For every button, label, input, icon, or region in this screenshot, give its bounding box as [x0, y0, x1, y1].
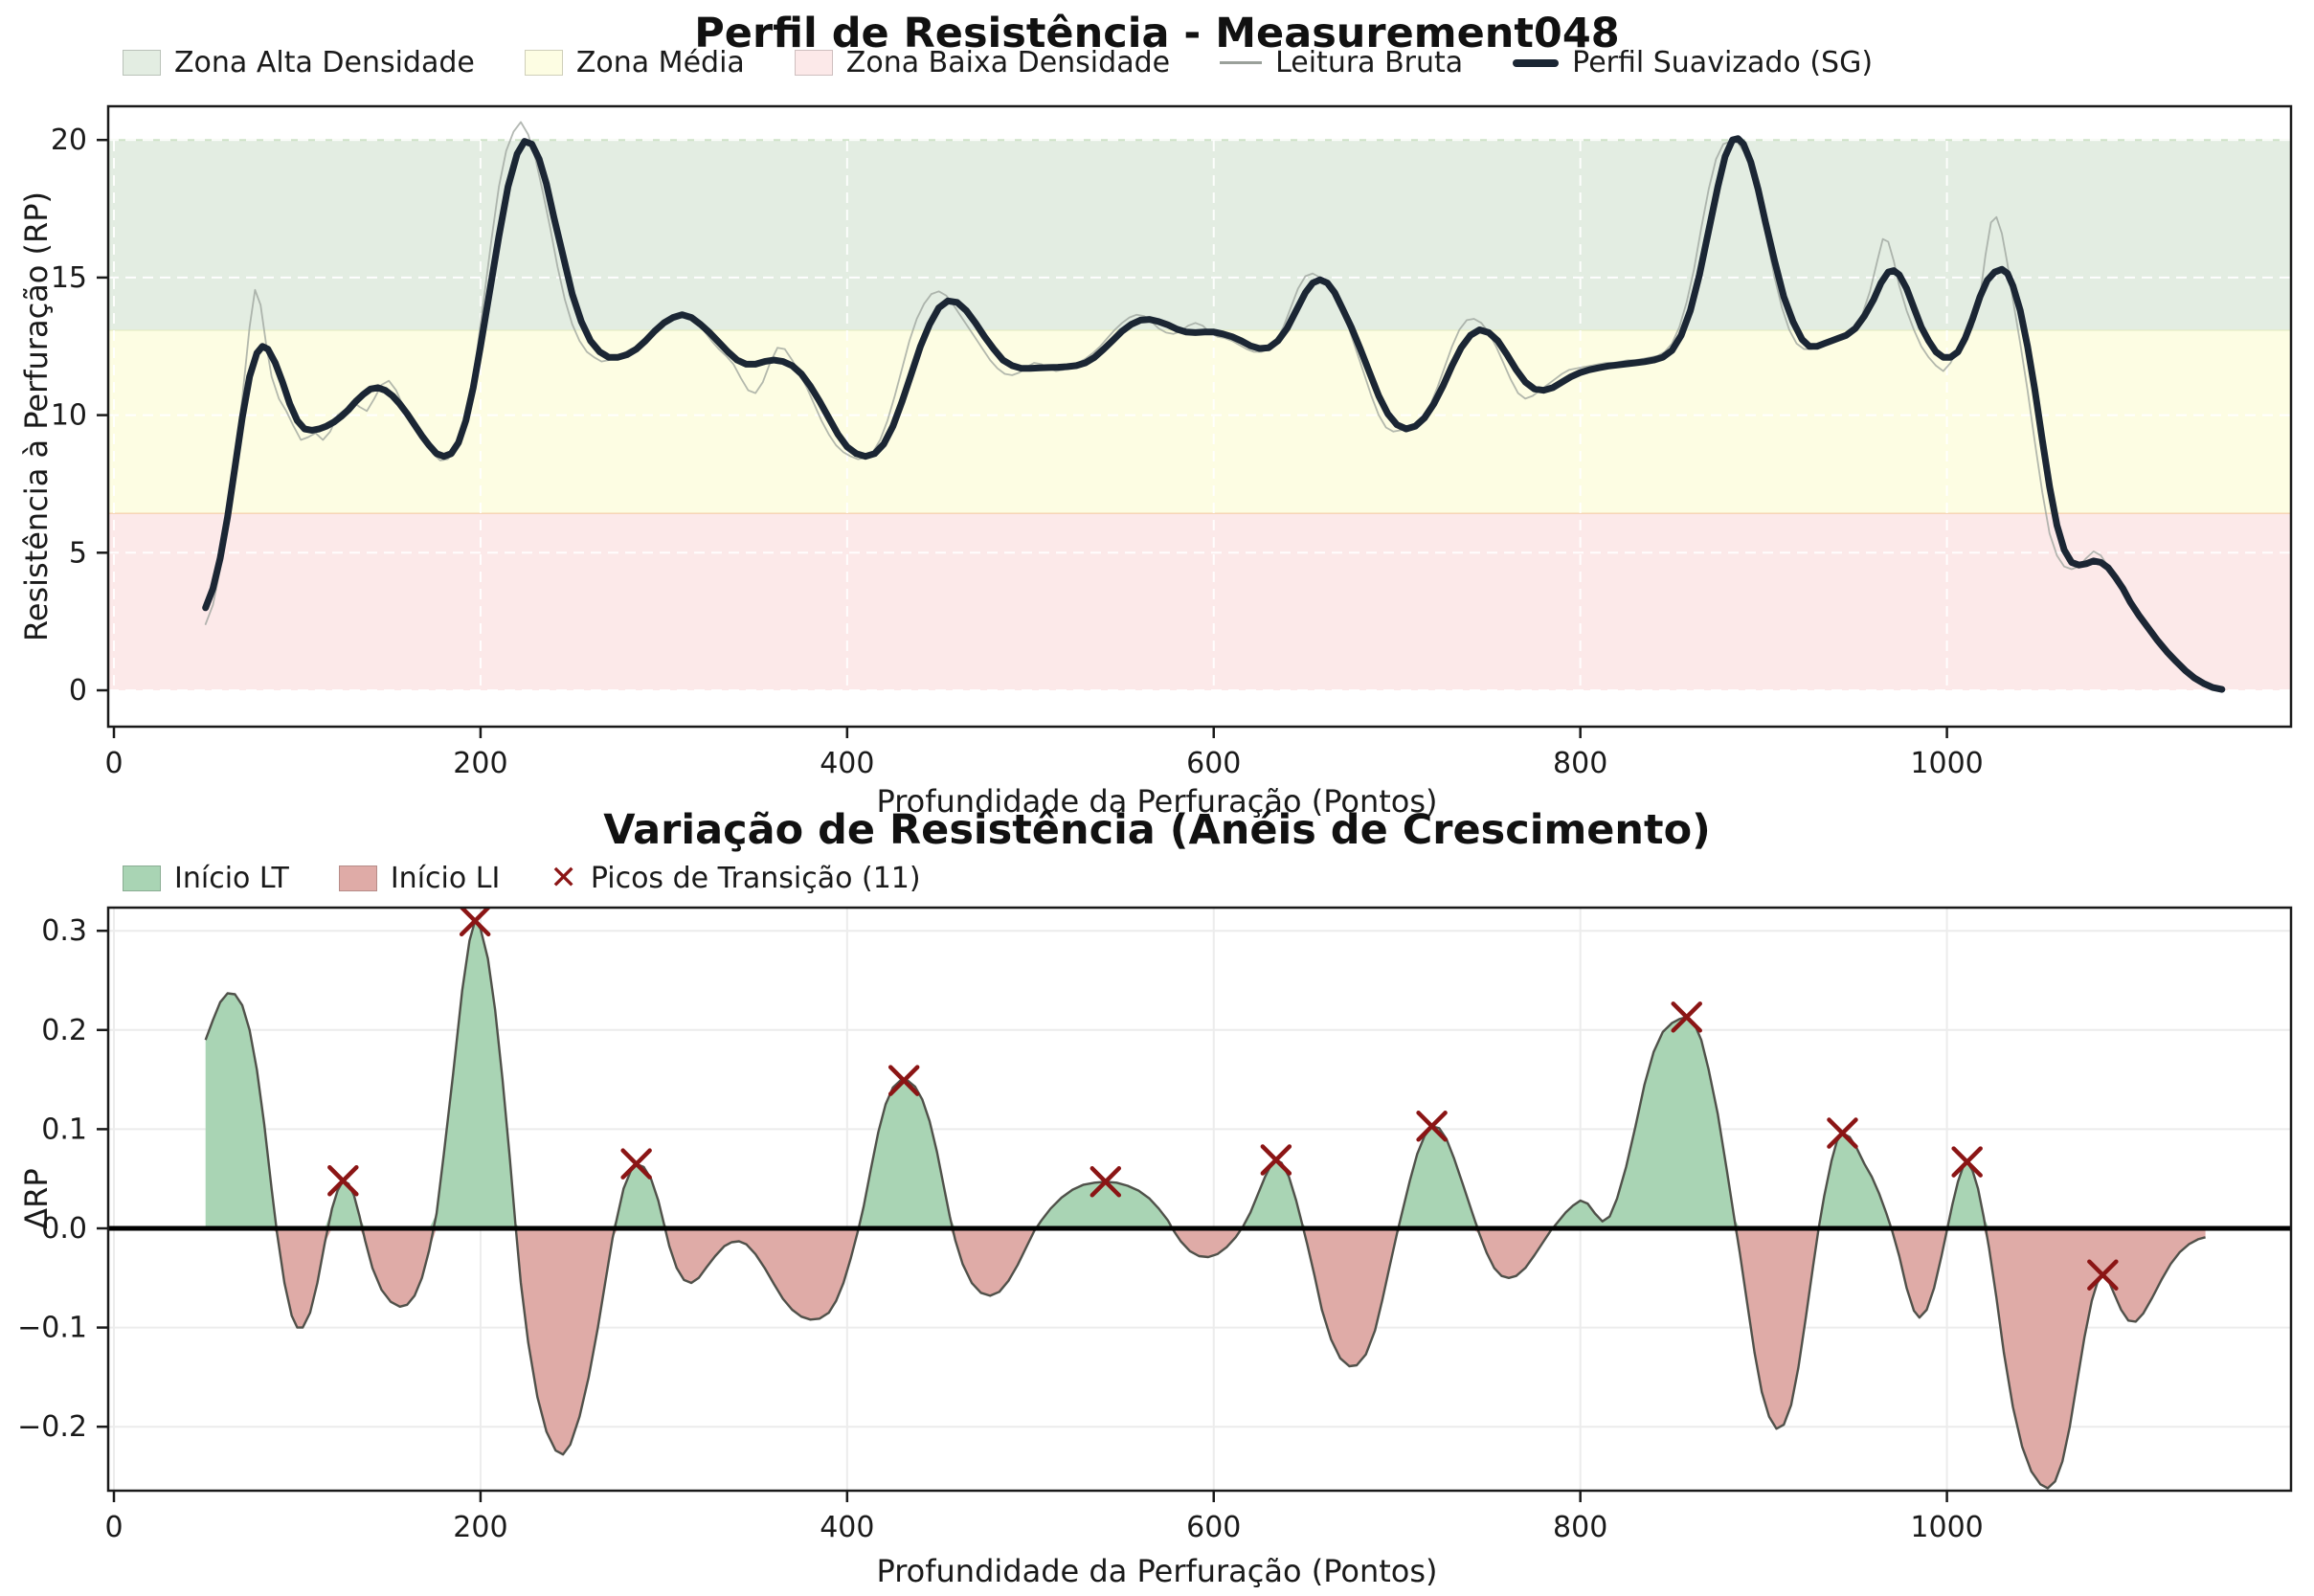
x-marker-icon: ✕: [550, 859, 577, 897]
x-tick-label: 800: [1553, 1511, 1607, 1544]
transition-peak-marker: [1090, 1166, 1122, 1198]
x-tick-label: 400: [820, 747, 874, 780]
legend-item-peaks: ✕ Picos de Transição (11): [550, 862, 920, 895]
legend-label: Picos de Transição (11): [590, 862, 921, 895]
x-tick-label: 1000: [1910, 747, 1983, 780]
top-chart-legend: Zona Alta Densidade Zona Média Zona Baix…: [123, 46, 1873, 79]
legend-item-inicio-lt: Início LT: [123, 862, 289, 895]
delta-rp-plot: 0 200 400 600 800 1000 0.3 0.2 0.1 0.0 −0.1 −0.2: [17, 906, 2293, 1544]
y-tick-label: −0.1: [17, 1312, 87, 1345]
legend-label: Zona Alta Densidade: [174, 46, 475, 79]
zone-high-swatch: [123, 50, 161, 76]
lt-swatch: [123, 865, 161, 891]
legend-label: Zona Média: [575, 46, 745, 79]
negative-area-fill: [205, 1228, 2206, 1489]
y-tick-label: 0.3: [41, 914, 87, 948]
legend-label: Perfil Suavizado (SG): [1572, 46, 1874, 79]
smoothed-profile-line: [202, 135, 2226, 693]
legend-item-zona-media: Zona Média: [524, 46, 745, 79]
y-tick-label: 0.2: [41, 1014, 87, 1047]
smoothed-line-swatch: [1513, 58, 1560, 67]
legend-item-zona-alta: Zona Alta Densidade: [123, 46, 475, 79]
y-tick-label: −0.2: [17, 1410, 87, 1444]
bottom-y-axis-label: ΔRP: [18, 1168, 55, 1229]
x-tick-label: 200: [453, 1511, 507, 1544]
legend-label: Leitura Bruta: [1275, 46, 1464, 79]
x-tick-label: 200: [453, 747, 507, 780]
zone-low-swatch: [794, 50, 833, 76]
legend-item-raw: Leitura Bruta: [1220, 46, 1463, 79]
zone-band: [108, 140, 2291, 330]
top-chart-title: Perfil de Resistência - Measurement048: [694, 10, 1620, 57]
top-plot-inner: [108, 106, 2291, 727]
y-tick-label: 10: [51, 399, 87, 433]
plot-frame: [106, 104, 2293, 729]
y-tick-label: 0.1: [41, 1113, 87, 1146]
transition-peak-marker: [887, 1065, 920, 1096]
transition-peak-marker: [1416, 1111, 1448, 1142]
legend-label: Início LT: [174, 862, 289, 895]
raw-line-swatch: [1220, 61, 1263, 64]
x-tick-label: 800: [1553, 747, 1607, 780]
x-tick-label: 0: [104, 747, 123, 780]
bottom-chart-title: Variação de Resistência (Anéis de Cresci…: [603, 806, 1711, 854]
zone-band: [108, 329, 2291, 513]
x-tick-label: 400: [820, 1511, 874, 1544]
transition-peak-marker: [620, 1148, 652, 1180]
y-tick-label: 5: [69, 536, 87, 570]
transition-peak-marker: [1671, 1001, 1702, 1033]
zone-mid-swatch: [524, 50, 563, 76]
resistance-profile-plot: 0 200 400 600 800 1000 0 5 10 15 20: [51, 104, 2293, 780]
legend-label: Zona Baixa Densidade: [845, 46, 1171, 79]
x-tick-label: 600: [1186, 747, 1241, 780]
y-tick-label: 0.0: [41, 1212, 87, 1246]
legend-item-zona-baixa: Zona Baixa Densidade: [794, 46, 1171, 79]
top-y-axis-label: Resistência à Perfuração (RP): [18, 191, 55, 642]
y-tick-label: 0: [69, 674, 87, 708]
legend-label: Início LI: [390, 862, 501, 895]
bottom-x-axis-label: Profundidade da Perfuração (Pontos): [876, 1553, 1438, 1589]
bottom-plot-inner: [108, 908, 2291, 1491]
zone-band: [108, 512, 2291, 690]
transition-peak-marker: [1951, 1146, 1983, 1178]
positive-area-fill: [205, 920, 2206, 1228]
transition-peak-marker: [2087, 1259, 2119, 1291]
transition-peak-marker: [1260, 1144, 1292, 1176]
x-tick-label: 1000: [1910, 1511, 1983, 1544]
plot-frame: [106, 906, 2293, 1493]
x-tick-label: 600: [1186, 1511, 1241, 1544]
li-swatch: [338, 865, 377, 891]
transition-peak-marker: [1827, 1117, 1858, 1149]
legend-item-inicio-li: Início LI: [338, 862, 501, 895]
transition-peak-marker: [459, 908, 491, 937]
y-tick-label: 15: [51, 261, 87, 295]
x-tick-label: 0: [104, 1511, 123, 1544]
legend-item-smoothed: Perfil Suavizado (SG): [1513, 46, 1873, 79]
transition-peak-marker: [327, 1165, 359, 1197]
y-tick-label: 20: [51, 124, 87, 157]
top-x-axis-label: Profundidade da Perfuração (Pontos): [876, 783, 1438, 820]
bottom-chart-legend: Início LT Início LI ✕ Picos de Transição …: [123, 862, 921, 895]
